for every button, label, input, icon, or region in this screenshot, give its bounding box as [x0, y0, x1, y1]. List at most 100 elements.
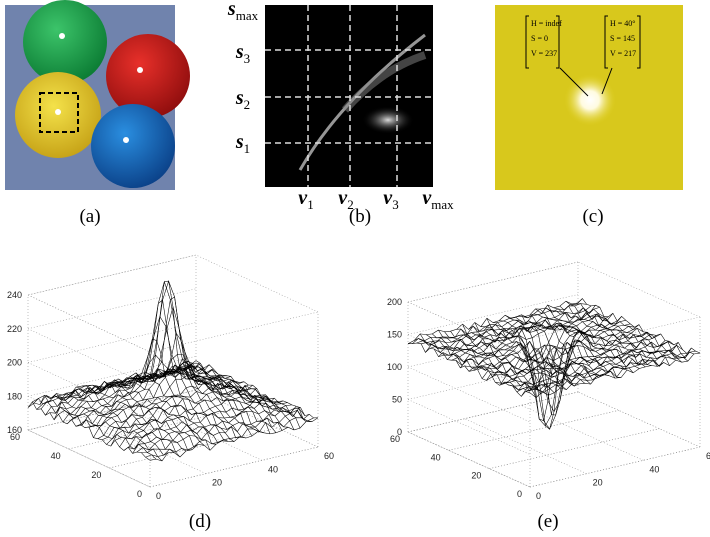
y-tick-label: 0: [517, 489, 522, 499]
x-tick-label: 40: [268, 464, 278, 474]
x-tick-label: 60: [706, 451, 710, 461]
z-tick-label: 240: [7, 290, 22, 300]
panel-e: (e) 20015010050060402000204060: [387, 262, 710, 532]
mesh-line: [141, 410, 309, 452]
figure: (a) (b) smaxs3s2s1v1v2v3vmax (c) H = ind…: [0, 0, 710, 537]
z-tick-label: 200: [7, 358, 22, 368]
axis-label: v2: [338, 187, 353, 212]
z-tick-label: 150: [387, 330, 402, 340]
mesh-line: [486, 334, 656, 380]
subscript: 3: [244, 51, 251, 66]
mesh-line: [463, 324, 585, 383]
grid-line: [28, 356, 196, 396]
axis-label: vmax: [422, 187, 454, 212]
specular-spot: [564, 74, 616, 126]
blue-ball: [91, 104, 175, 188]
x-tick-label: 60: [324, 451, 334, 461]
annotation: S = 145: [610, 34, 635, 43]
subscript: 2: [244, 97, 251, 112]
mesh-line: [46, 395, 168, 455]
z-tick-label: 180: [7, 391, 22, 401]
x-tick-label: 40: [649, 464, 659, 474]
grid-line: [530, 447, 700, 487]
y-tick-label: 60: [10, 432, 20, 442]
grid-line: [408, 367, 530, 422]
mesh-line: [85, 281, 253, 427]
grid-line: [521, 405, 643, 460]
annotation: H = 40°: [610, 19, 636, 28]
caption: (a): [79, 206, 100, 227]
histogram-image: [265, 5, 433, 187]
green-ball: [23, 0, 107, 84]
panel-c: (c) H = indef S = 0 V = 237 H = 40° S = 145 V…: [495, 5, 683, 227]
grid-line: [109, 428, 277, 468]
mesh-line: [566, 301, 688, 361]
x-tick-label: 0: [156, 491, 161, 501]
grid-line: [150, 447, 318, 487]
axis-label: v3: [383, 187, 398, 212]
symbol: s: [235, 131, 244, 153]
z-tick-label: 220: [7, 324, 22, 334]
z-tick-label: 200: [387, 297, 402, 307]
mesh-line: [93, 354, 261, 437]
annotation: H = indef: [531, 19, 562, 28]
highlight: [137, 67, 143, 73]
subscript: 2: [347, 197, 354, 212]
annotation: V = 217: [610, 49, 636, 58]
grid-line: [449, 410, 619, 450]
symbol: s: [235, 41, 244, 63]
grid-line: [578, 392, 700, 447]
caption: (e): [537, 511, 558, 532]
grid-line: [408, 400, 530, 455]
grid-line: [408, 432, 530, 487]
x-tick-label: 0: [536, 491, 541, 501]
x-tick-label: 20: [212, 478, 222, 488]
mesh-line: [133, 408, 301, 454]
y-tick-label: 0: [137, 489, 142, 499]
axis-label: s3: [235, 41, 250, 66]
grid-line: [28, 295, 150, 352]
mesh-line: [190, 364, 312, 422]
mesh-line: [487, 318, 609, 420]
x-tick-label: 20: [593, 478, 603, 488]
caption: (c): [582, 206, 603, 227]
mesh-line: [82, 384, 204, 445]
axis-label: s1: [235, 131, 250, 156]
y-tick-label: 40: [51, 451, 61, 461]
grid-line: [465, 419, 587, 474]
axis-label: v1: [298, 187, 313, 212]
y-tick-label: 20: [91, 470, 101, 480]
panel-d: (d) 24022020018016060402000204060: [7, 255, 334, 532]
mesh-line: [150, 418, 318, 461]
panel-a: (a): [5, 0, 190, 227]
mesh-line: [178, 363, 300, 428]
mesh-line: [112, 281, 234, 442]
z-tick-label: 100: [387, 362, 402, 372]
z-tick-label: 50: [392, 395, 402, 405]
highlight: [55, 109, 61, 115]
caption: (d): [189, 511, 211, 532]
box-edge: [578, 262, 700, 317]
highlight: [59, 33, 65, 39]
subscript: 3: [392, 197, 399, 212]
red-ball: [106, 34, 190, 118]
grid-line: [489, 429, 659, 469]
y-tick-label: 60: [390, 434, 400, 444]
y-tick-label: 40: [431, 452, 441, 462]
subscript: 1: [244, 141, 251, 156]
axis-label: s2: [235, 87, 250, 112]
box-edge: [196, 255, 318, 312]
grid-line: [408, 392, 578, 432]
glow: [362, 106, 414, 134]
mesh-line: [88, 383, 210, 451]
annotation: V = 237: [531, 49, 557, 58]
highlight: [123, 137, 129, 143]
subscript: 1: [307, 197, 314, 212]
grid-line: [408, 262, 578, 302]
annotation: S = 0: [531, 34, 548, 43]
mesh-line: [451, 331, 573, 384]
symbol: s: [235, 87, 244, 109]
grid-line: [140, 403, 262, 460]
mesh-line: [432, 334, 554, 393]
